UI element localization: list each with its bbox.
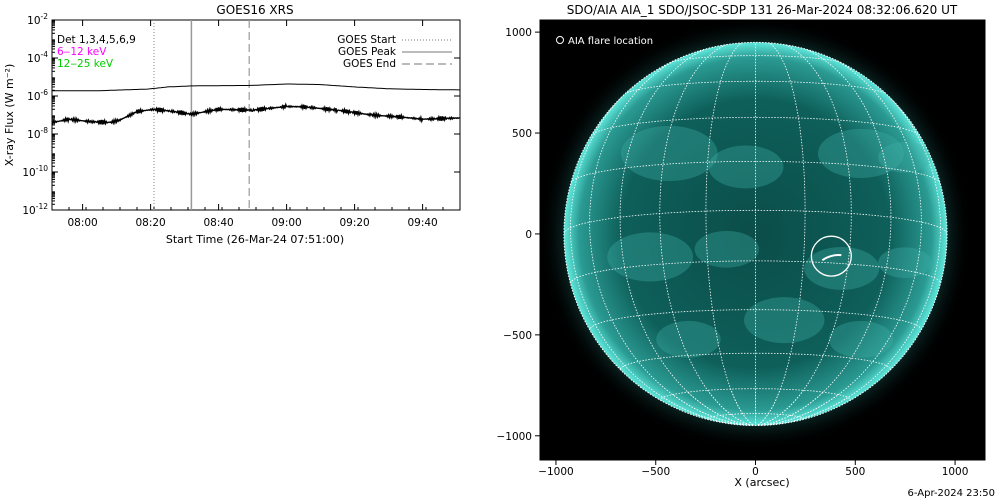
aia-x-tick-label: 1000 (942, 466, 969, 478)
goes-x-ticks: 08:00 08:20 08:40 09:00 09:20 09:40 (51, 20, 461, 229)
legend-goes-start-label: GOES Start (337, 34, 396, 46)
goes-event-lines (153, 20, 250, 210)
grid-parallel (570, 161, 941, 184)
grid-parallel (619, 352, 892, 372)
aia-image-title: SDO/AIA AIA_1 SDO/JSOC-SDP 131 26-Mar-20… (567, 3, 958, 17)
aia-image-panel: SDO/AIA AIA_1 SDO/JSOC-SDP 131 26-Mar-20… (496, 3, 986, 489)
aia-y-ticks: 1000 500 0 −500 −1000 (496, 27, 540, 443)
grid-polar-meridian (755, 391, 824, 426)
goes-y-tick-label: 10-10 (22, 164, 48, 179)
goes-x-axis-label: Start Time (26-Mar-24 07:51:00) (166, 233, 344, 246)
aia-x-tick-label: 0 (752, 466, 759, 478)
active-region-glow (804, 246, 880, 290)
goes-x-tick-label: 08:40 (203, 217, 233, 229)
goes-x-tick-label: 09:00 (271, 217, 301, 229)
active-region-glow (878, 247, 932, 279)
goes-y-tick-label: 10-2 (27, 12, 48, 27)
flare-location-marker (810, 235, 852, 277)
goes-y-tick-label: 10-6 (27, 88, 48, 103)
grid-parallel (570, 260, 941, 284)
goes-x-tick-label: 09:20 (339, 217, 369, 229)
grid-polar-meridian (755, 388, 781, 426)
solar-active-regions (607, 125, 932, 358)
active-region-glow (656, 320, 721, 358)
active-region-glow (621, 125, 718, 182)
flare-location-legend-icon (556, 36, 564, 44)
goes-x-tick-label: 09:40 (407, 217, 437, 229)
goes-plot-title: GOES16 XRS (216, 3, 293, 17)
goes-series-line-thin (52, 83, 460, 92)
grid-polar-meridian (687, 391, 756, 426)
goes-legend: GOES Start GOES Peak GOES End (337, 34, 452, 70)
goes-detector-label: Det 1,3,4,5,6,9 (57, 34, 136, 46)
solar-limb-outline (563, 41, 948, 427)
grid-meridian (619, 42, 756, 426)
aia-y-tick-label: 500 (512, 128, 532, 140)
grid-polar-meridian (707, 390, 756, 426)
goes-channel-low-label: 6‒12 keV (57, 46, 107, 58)
grid-parallel (621, 80, 890, 96)
goes-y-tick-label: 10-8 (27, 126, 48, 141)
aia-y-tick-label: 0 (525, 229, 532, 241)
active-region-glow (708, 145, 784, 189)
aia-image-content (540, 20, 972, 451)
legend-goes-end-label: GOES End (343, 58, 396, 70)
heliographic-grid (563, 42, 948, 426)
active-region-glow (744, 297, 825, 344)
grid-polar-meridian (755, 390, 804, 426)
goes-y-tick-label: 10-4 (27, 50, 48, 65)
flare-bright-loop (821, 254, 842, 261)
grid-meridian (570, 59, 756, 426)
legend-goes-peak-label: GOES Peak (338, 46, 397, 58)
aia-x-tick-label: −500 (641, 466, 670, 478)
aia-legend: AIA flare location (556, 36, 653, 47)
grid-meridian (755, 59, 942, 426)
grid-meridian (755, 42, 892, 426)
goes-x-tick-label: 08:00 (67, 217, 97, 229)
grid-parallel (563, 209, 948, 234)
aia-image-frame (539, 19, 986, 461)
goes-plot-frame (51, 19, 461, 211)
aia-x-ticks: −1000 −500 0 500 1000 (538, 460, 968, 478)
active-region-glow (694, 230, 759, 268)
grid-parallel (659, 388, 852, 404)
active-region-glow (828, 320, 894, 358)
aia-y-tick-label: 1000 (505, 27, 532, 39)
aia-y-tick-label: −1000 (496, 431, 532, 443)
goes-xrs-panel: GOES16 XRS 08:00 08:20 08:40 09:00 09:20 09:4… (3, 3, 461, 246)
aia-legend-label: AIA flare location (568, 36, 653, 47)
grid-parallel (662, 55, 849, 65)
active-region-glow (878, 141, 932, 173)
footer-timestamp: 6-Apr-2024 23:50 (908, 488, 995, 499)
aia-y-tick-label: −500 (503, 330, 532, 342)
goes-channel-high-label: 12‒25 keV (57, 58, 114, 70)
goes-y-axis-label: X-ray Flux (W m⁻²) (3, 64, 16, 166)
goes-series-line-thick (51, 102, 460, 126)
aia-x-axis-label: X (arcsec) (734, 476, 789, 489)
goes-x-tick-label: 08:20 (135, 217, 165, 229)
grid-polar-meridian (730, 388, 756, 426)
goes-series (51, 83, 460, 126)
aia-x-tick-label: −1000 (538, 466, 574, 478)
goes-y-tick-label: 10-12 (22, 202, 48, 217)
active-region-glow (607, 232, 694, 282)
aia-x-tick-label: 500 (845, 466, 865, 478)
active-region-glow (817, 128, 904, 179)
